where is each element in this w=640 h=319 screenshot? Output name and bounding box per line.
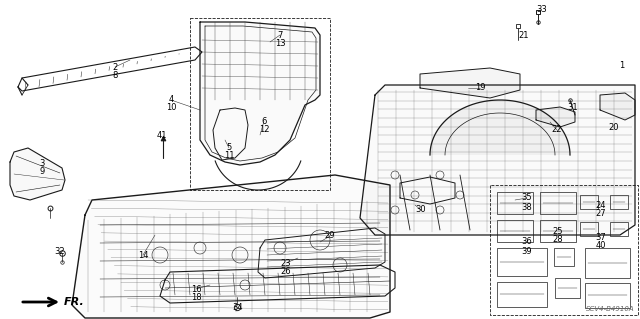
Text: 24: 24 — [596, 201, 606, 210]
Text: 31: 31 — [568, 103, 579, 113]
Polygon shape — [10, 148, 65, 200]
Text: 6: 6 — [261, 116, 267, 125]
Text: 32: 32 — [54, 247, 65, 256]
Text: 27: 27 — [596, 209, 606, 218]
Text: 41: 41 — [157, 130, 167, 139]
Polygon shape — [430, 100, 570, 155]
Bar — [497, 248, 547, 276]
Text: 33: 33 — [536, 5, 547, 14]
Text: 12: 12 — [259, 124, 269, 133]
Bar — [610, 222, 628, 236]
Text: 29: 29 — [324, 232, 335, 241]
Bar — [497, 192, 533, 214]
Text: 8: 8 — [112, 70, 118, 79]
Bar — [540, 220, 576, 242]
Text: 3: 3 — [39, 159, 45, 167]
Text: 2: 2 — [113, 63, 118, 71]
Text: 7: 7 — [277, 31, 283, 40]
Polygon shape — [600, 93, 635, 120]
Bar — [580, 195, 598, 209]
Bar — [497, 282, 547, 307]
Bar — [610, 195, 628, 209]
Bar — [497, 220, 533, 242]
Text: 34: 34 — [233, 302, 243, 311]
Text: 39: 39 — [522, 247, 532, 256]
Text: 10: 10 — [166, 103, 176, 113]
Bar — [540, 192, 576, 214]
Text: 22: 22 — [552, 125, 563, 135]
Text: 19: 19 — [475, 84, 485, 93]
Text: 36: 36 — [522, 238, 532, 247]
Text: 40: 40 — [596, 241, 606, 250]
Text: 1: 1 — [620, 61, 625, 70]
Text: 37: 37 — [596, 233, 606, 241]
Bar — [555, 278, 580, 298]
Text: FR.: FR. — [64, 297, 84, 307]
Polygon shape — [536, 107, 575, 127]
Text: 18: 18 — [191, 293, 202, 302]
Text: 30: 30 — [416, 205, 426, 214]
Text: 20: 20 — [609, 123, 620, 132]
Text: 38: 38 — [522, 203, 532, 211]
Text: SCV4-B4910A: SCV4-B4910A — [586, 306, 635, 312]
Text: 13: 13 — [275, 39, 285, 48]
Bar — [585, 248, 630, 278]
Text: 28: 28 — [553, 235, 563, 244]
Text: 26: 26 — [281, 268, 291, 277]
Text: 25: 25 — [553, 227, 563, 236]
Text: 4: 4 — [168, 95, 173, 105]
Bar — [580, 222, 598, 236]
Text: 11: 11 — [224, 152, 234, 160]
Text: 23: 23 — [281, 258, 291, 268]
Bar — [554, 248, 574, 266]
Polygon shape — [420, 68, 520, 98]
Text: 21: 21 — [519, 31, 529, 40]
Text: 9: 9 — [40, 167, 45, 175]
Text: 16: 16 — [191, 285, 202, 293]
Text: 35: 35 — [522, 194, 532, 203]
Bar — [585, 283, 630, 308]
Text: 14: 14 — [138, 250, 148, 259]
Text: 5: 5 — [227, 144, 232, 152]
